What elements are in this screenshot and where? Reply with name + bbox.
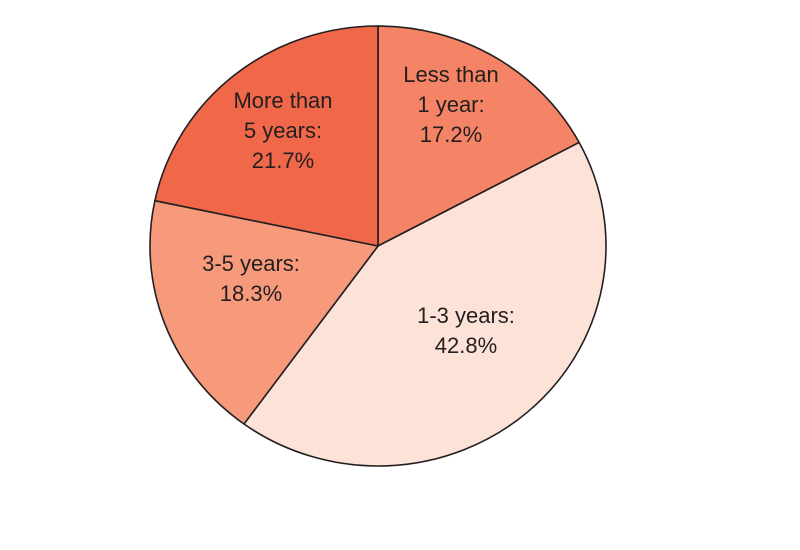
pie-slice-less-than-1-year	[377, 25, 580, 247]
pie-slice-label-line: 5 years:	[244, 118, 322, 143]
pie-labels: Less than 1 year: 17.2% 1-3 years: 42.8% 3-5 …	[202, 62, 515, 358]
pie-slice-label: 1-3 years: 42.8%	[417, 303, 515, 358]
pie-slice-label-line: 3-5 years:	[202, 251, 300, 276]
pie-slice-label-line: Less than	[403, 62, 498, 87]
pie-slice-label: Less than 1 year: 17.2%	[403, 62, 498, 147]
pie-slice-label-line: More than	[233, 88, 332, 113]
pie-slice-label-line: 17.2%	[420, 122, 482, 147]
pie-slice-label: More than 5 years: 21.7%	[233, 88, 332, 173]
pie-slice-label-line: 21.7%	[252, 148, 314, 173]
pie-slice-label-line: 18.3%	[220, 281, 282, 306]
pie-slice-more-than-5-years	[154, 25, 379, 247]
pie-slice-label-line: 1-3 years:	[417, 303, 515, 328]
pie-slice-label-line: 42.8%	[435, 333, 497, 358]
pie-slices	[149, 25, 607, 467]
pie-slice-1-3-years	[243, 141, 607, 467]
pie-slice-label: 3-5 years: 18.3%	[202, 251, 300, 306]
pie-slice-label-line: 1 year:	[417, 92, 484, 117]
pie-slice-3-5-years	[149, 199, 379, 425]
